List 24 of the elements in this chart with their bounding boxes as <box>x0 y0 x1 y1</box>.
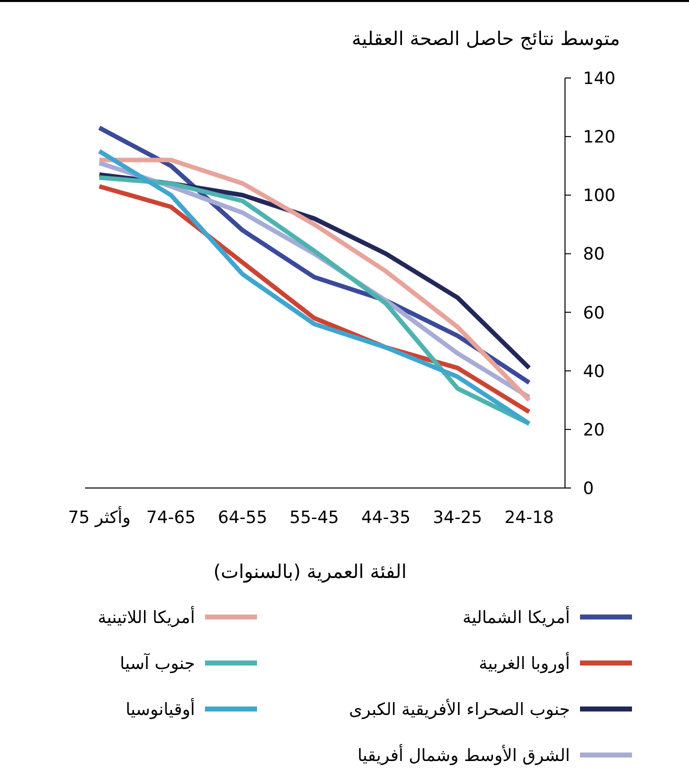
legend-label: أوقيانوسيا <box>126 698 195 720</box>
y-tick-label: 140 <box>583 69 616 89</box>
x-tick-label: 64-55 <box>218 508 268 528</box>
legend-label: جنوب آسيا <box>120 653 195 674</box>
x-axis-title: الفئة العمرية (بالسنوات) <box>213 561 407 583</box>
legend-label: جنوب الصحراء الأفريقية الكبرى <box>349 698 570 720</box>
y-tick-label: 80 <box>583 244 605 265</box>
y-tick-label: 20 <box>583 420 605 440</box>
legend-label: أوروبا الغربية <box>478 652 570 674</box>
y-tick-label: 60 <box>583 303 605 324</box>
x-tick-label: 24-18 <box>504 508 554 528</box>
legend-label: الشرق الأوسط وشمال أفريقيا <box>357 744 570 766</box>
x-tick-label: 75 وأكثر <box>68 506 131 528</box>
x-tick-label: 74-65 <box>146 508 196 528</box>
x-tick-label: 55-45 <box>290 508 339 528</box>
x-tick-label: 34-25 <box>432 508 482 528</box>
x-tick-label: 44-35 <box>361 508 411 528</box>
y-tick-label: 120 <box>583 128 616 148</box>
y-tick-label: 0 <box>583 479 594 499</box>
y-tick-label: 40 <box>583 362 605 382</box>
legend-label: أمريكا الشمالية <box>462 606 570 628</box>
y-tick-label: 100 <box>583 186 616 206</box>
chart-title: متوسط نتائج حاصل الصحة العقلية <box>352 28 620 50</box>
legend-label: أمريكا اللاتينية <box>98 606 195 628</box>
